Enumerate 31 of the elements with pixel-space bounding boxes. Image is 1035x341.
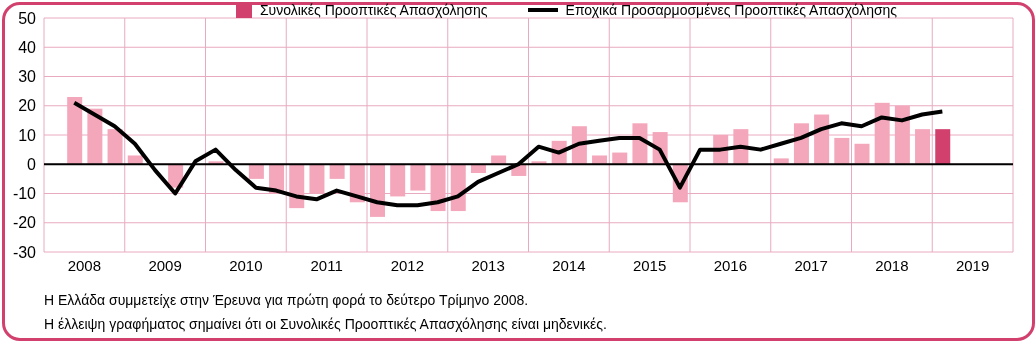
x-tick-label: 2008 bbox=[67, 256, 102, 274]
y-tick-label: 50 bbox=[18, 9, 37, 27]
bar bbox=[329, 164, 345, 179]
x-tick-label: 2009 bbox=[148, 256, 182, 274]
text: Η έλλειψη γραφήματος σημαίνει ότι οι Συνολικές Προοπτικές Απασχόλησης είναι μηδενικές. bbox=[44, 315, 607, 334]
x-tick-label: 2015 bbox=[632, 256, 667, 274]
x-tick-label: 2012 bbox=[390, 256, 425, 274]
legend-label: Εποχικά Προσαρμοσμένες Προοπτικές Απασχόλησης bbox=[565, 2, 898, 18]
x-tick-label: 2014 bbox=[552, 256, 586, 274]
text: Η Ελλάδα συμμετείχε στην Έρευνα για πρώτη φορά το δεύτερο Τρίμηνο 2008. bbox=[44, 291, 530, 310]
y-tick-label: 0 bbox=[27, 155, 37, 173]
x-tick-label: 2011 bbox=[310, 256, 343, 274]
y-tick-label: -30 bbox=[12, 243, 37, 261]
bar bbox=[410, 164, 426, 191]
x-tick-label: 2017 bbox=[794, 256, 828, 274]
x-tick-label: 2013 bbox=[471, 256, 505, 274]
y-tick-label: -20 bbox=[12, 214, 37, 232]
x-tick-label: 2016 bbox=[713, 256, 748, 274]
x-tick-label: 2019 bbox=[955, 256, 990, 274]
legend-label: Συνολικές Προοπτικές Απασχόλησης bbox=[259, 2, 488, 18]
bar bbox=[248, 164, 264, 179]
y-tick-label: 20 bbox=[18, 97, 37, 115]
x-tick-label: 2018 bbox=[875, 256, 909, 274]
y-tick-label: 40 bbox=[18, 38, 37, 56]
bar bbox=[854, 143, 870, 165]
x-tick-label: 2010 bbox=[229, 256, 263, 274]
bar bbox=[935, 129, 951, 165]
y-tick-label: 30 bbox=[18, 68, 37, 86]
y-tick-label: -10 bbox=[12, 185, 37, 203]
bar bbox=[834, 137, 850, 165]
y-tick-label: 10 bbox=[18, 126, 37, 144]
